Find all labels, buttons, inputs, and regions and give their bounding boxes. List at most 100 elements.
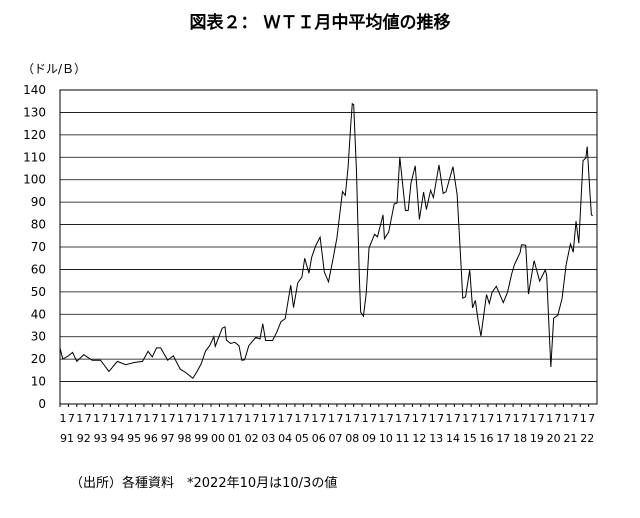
x-year-label: 11	[396, 432, 410, 445]
x-tick-label: 7	[588, 412, 595, 425]
x-year-label: 15	[463, 432, 477, 445]
x-tick-label: 7	[85, 412, 92, 425]
y-tick-label: 20	[31, 352, 46, 366]
y-tick-label: 10	[31, 375, 46, 389]
x-year-label: 22	[580, 432, 594, 445]
x-tick-label: 1	[412, 412, 419, 425]
y-axis-label: （ドル/Ｂ）	[22, 62, 86, 76]
x-tick-label: 7	[152, 412, 159, 425]
x-tick-label: 1	[244, 412, 251, 425]
x-tick-label: 1	[395, 412, 402, 425]
x-year-label: 16	[480, 432, 494, 445]
x-year-label: 01	[228, 432, 242, 445]
x-year-label: 96	[144, 432, 158, 445]
x-year-label: 13	[429, 432, 443, 445]
x-year-label: 94	[110, 432, 124, 445]
x-tick-label: 7	[454, 412, 461, 425]
y-tick-label: 80	[31, 218, 46, 232]
y-tick-label: 70	[31, 240, 46, 254]
x-tick-label: 1	[429, 412, 436, 425]
x-tick-label: 7	[68, 412, 75, 425]
x-tick-label: 1	[194, 412, 201, 425]
x-year-label: 02	[245, 432, 259, 445]
x-year-label: 09	[362, 432, 376, 445]
y-tick-label: 30	[31, 330, 46, 344]
x-year-label: 97	[161, 432, 175, 445]
x-tick-label: 7	[353, 412, 360, 425]
x-year-label: 17	[496, 432, 510, 445]
x-year-label: 99	[194, 432, 208, 445]
x-year-label: 05	[295, 432, 309, 445]
y-tick-label: 110	[23, 150, 46, 164]
x-tick-label: 1	[345, 412, 352, 425]
x-tick-label: 7	[336, 412, 343, 425]
x-tick-label: 7	[555, 412, 562, 425]
x-tick-label: 1	[445, 412, 452, 425]
x-tick-label: 1	[60, 412, 67, 425]
x-tick-label: 7	[252, 412, 259, 425]
x-tick-label: 7	[303, 412, 310, 425]
x-year-label: 95	[127, 432, 141, 445]
x-year-label: 93	[94, 432, 108, 445]
x-tick-label: 1	[529, 412, 536, 425]
x-year-label: 07	[329, 432, 343, 445]
x-tick-label: 7	[387, 412, 394, 425]
x-year-label: 00	[211, 432, 225, 445]
x-year-label: 06	[312, 432, 326, 445]
x-year-label: 08	[345, 432, 359, 445]
y-tick-label: 100	[23, 173, 46, 187]
y-tick-label: 50	[31, 285, 46, 299]
y-tick-label: 90	[31, 195, 46, 209]
x-tick-label: 1	[110, 412, 117, 425]
x-tick-label: 1	[177, 412, 184, 425]
x-tick-label: 7	[202, 412, 209, 425]
x-tick-label: 7	[521, 412, 528, 425]
x-tick-label: 7	[487, 412, 494, 425]
x-tick-label: 1	[513, 412, 520, 425]
x-year-label: 21	[563, 432, 577, 445]
x-tick-label: 7	[370, 412, 377, 425]
x-year-label: 03	[261, 432, 275, 445]
x-year-label: 14	[446, 432, 460, 445]
x-tick-label: 1	[227, 412, 234, 425]
x-tick-label: 7	[571, 412, 578, 425]
x-tick-label: 7	[269, 412, 276, 425]
x-tick-label: 1	[294, 412, 301, 425]
x-tick-label: 1	[127, 412, 134, 425]
x-tick-label: 7	[219, 412, 226, 425]
x-tick-label: 7	[437, 412, 444, 425]
x-year-label: 98	[177, 432, 191, 445]
x-year-label: 19	[530, 432, 544, 445]
x-tick-label: 7	[236, 412, 243, 425]
x-tick-label: 7	[135, 412, 142, 425]
x-tick-label: 1	[546, 412, 553, 425]
x-tick-label: 7	[420, 412, 427, 425]
x-tick-label: 1	[261, 412, 268, 425]
data-line	[59, 102, 594, 379]
x-tick-label: 1	[378, 412, 385, 425]
x-tick-label: 7	[404, 412, 411, 425]
x-tick-label: 7	[538, 412, 545, 425]
y-tick-label: 60	[31, 262, 46, 276]
x-tick-label: 1	[76, 412, 83, 425]
y-tick-label: 0	[38, 397, 46, 411]
x-tick-label: 1	[479, 412, 486, 425]
x-year-label: 91	[60, 432, 74, 445]
x-tick-label: 7	[101, 412, 108, 425]
x-tick-label: 7	[286, 412, 293, 425]
x-tick-label: 1	[580, 412, 587, 425]
y-tick-label: 130	[23, 105, 46, 119]
x-tick-label: 7	[320, 412, 327, 425]
x-tick-label: 1	[278, 412, 285, 425]
x-tick-label: 7	[118, 412, 125, 425]
x-tick-label: 1	[160, 412, 167, 425]
x-year-label: 10	[379, 432, 393, 445]
source-note: （出所）各種資料 *2022年10月は10/3の値	[70, 475, 337, 491]
x-tick-label: 1	[311, 412, 318, 425]
x-tick-label: 1	[143, 412, 150, 425]
y-tick-label: 120	[23, 128, 46, 142]
x-tick-label: 1	[496, 412, 503, 425]
x-tick-label: 1	[328, 412, 335, 425]
x-tick-label: 7	[504, 412, 511, 425]
